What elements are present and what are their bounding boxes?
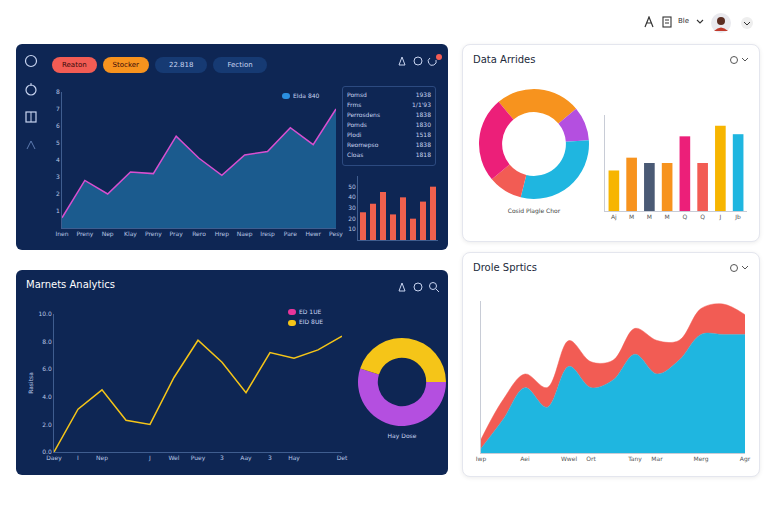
svg-text:6: 6 [56, 122, 60, 129]
html-text:Hay Dose: Hay Dose [387, 432, 417, 439]
html-text:Cloas: Cloas [347, 151, 364, 158]
html-text:Cosid Plagle Chor: Cosid Plagle Chor [507, 207, 561, 214]
svg-text:3: 3 [268, 454, 272, 461]
svg-text:40: 40 [348, 193, 356, 200]
svg-text:Rasitsa: Rasitsa [27, 372, 34, 394]
html-text:Reaton: Reaton [62, 61, 87, 69]
svg-text:Iresp: Iresp [260, 230, 275, 238]
svg-text:50: 50 [348, 183, 356, 190]
svg-text:2.0: 2.0 [42, 421, 52, 428]
svg-text:J: J [148, 454, 151, 462]
html-text:1/1'93: 1/1'93 [412, 101, 431, 108]
svg-text:Daey: Daey [46, 454, 62, 462]
svg-text:Aay: Aay [240, 454, 252, 462]
html-text:Plodi: Plodi [347, 131, 362, 138]
svg-text:Hay: Hay [288, 454, 300, 462]
html-text:Fection: Fection [227, 61, 253, 69]
svg-text:30: 30 [348, 204, 356, 211]
svg-text:7: 7 [56, 105, 60, 112]
html-text:1838: 1838 [415, 141, 431, 148]
html-text:1938: 1938 [415, 91, 431, 98]
svg-text:1: 1 [56, 207, 60, 214]
svg-text:5: 5 [56, 139, 60, 146]
html-text:EID 8UE: EID 8UE [299, 318, 324, 326]
svg-text:2: 2 [56, 190, 60, 197]
html-text:ED 1UE: ED 1UE [299, 308, 322, 315]
svg-text:0.0: 0.0 [42, 448, 52, 455]
html-text:Perrosdens: Perrosdens [347, 111, 380, 118]
html-text:Data Arrides: Data Arrides [473, 54, 536, 65]
svg-text:Klay: Klay [124, 230, 137, 238]
svg-text:4: 4 [56, 156, 60, 163]
svg-text:M: M [665, 213, 670, 220]
html-text:1838: 1838 [415, 111, 431, 118]
svg-text:Nep: Nep [102, 230, 114, 238]
html-text:Frms: Frms [347, 101, 362, 108]
svg-text:Nep: Nep [96, 454, 108, 462]
svg-text:Wel: Wel [169, 454, 180, 461]
html-text:22.818: 22.818 [168, 61, 194, 69]
html-text:1518: 1518 [415, 131, 431, 138]
html-text:Reomepso: Reomepso [347, 141, 379, 148]
svg-text:4.0: 4.0 [42, 393, 52, 400]
svg-text:3: 3 [56, 173, 60, 180]
svg-text:Hewr: Hewr [305, 230, 321, 237]
svg-text:Jb: Jb [734, 213, 741, 221]
svg-text:Q: Q [700, 213, 705, 220]
svg-text:8.0: 8.0 [42, 338, 52, 345]
svg-text:Naep: Naep [237, 230, 253, 238]
svg-text:Q: Q [683, 213, 688, 220]
svg-text:J: J [718, 213, 721, 221]
svg-text:8: 8 [56, 88, 60, 95]
html-text:Drole Sprtics: Drole Sprtics [473, 262, 537, 273]
svg-text:Wwel: Wwel [561, 455, 578, 462]
svg-text:Merg: Merg [693, 455, 708, 463]
html-text:Ble: Ble [678, 17, 690, 25]
svg-text:Pesy: Pesy [329, 230, 343, 238]
svg-text:Aei: Aei [520, 455, 530, 462]
svg-text:Iwp: Iwp [476, 455, 487, 463]
html-text:Pomds: Pomds [347, 121, 367, 128]
html-text:Marnets Analytics: Marnets Analytics [26, 279, 115, 290]
svg-text:Pare: Pare [284, 230, 297, 237]
svg-text:Preny: Preny [76, 230, 93, 238]
svg-text:20: 20 [348, 215, 356, 222]
svg-text:6.0: 6.0 [42, 365, 52, 372]
html-text:1818: 1818 [415, 151, 431, 158]
svg-text:Tany: Tany [627, 455, 642, 463]
svg-text:I: I [77, 454, 79, 461]
svg-text:M: M [647, 213, 652, 220]
svg-text:3: 3 [220, 454, 224, 461]
svg-text:Det: Det [337, 454, 348, 461]
svg-text:M: M [629, 213, 634, 220]
svg-text:Ort: Ort [586, 455, 596, 462]
svg-text:Agr: Agr [740, 455, 751, 463]
svg-text:Puey: Puey [191, 454, 206, 462]
svg-text:Aj: Aj [611, 213, 617, 221]
svg-text:Pray: Pray [170, 230, 184, 238]
svg-text:10: 10 [348, 225, 356, 232]
svg-text:Preny: Preny [145, 230, 162, 238]
html-text:1830: 1830 [415, 121, 431, 128]
svg-text:Inen: Inen [55, 230, 68, 237]
html-text:EIda 840: EIda 840 [293, 92, 320, 99]
svg-text:Rero: Rero [192, 230, 206, 237]
svg-text:Mar: Mar [651, 455, 663, 462]
html-text:Stocker: Stocker [112, 61, 139, 69]
html-text:Pomsd: Pomsd [347, 91, 367, 98]
svg-text:10.0: 10.0 [38, 310, 52, 317]
svg-text:Hrep: Hrep [215, 230, 230, 238]
